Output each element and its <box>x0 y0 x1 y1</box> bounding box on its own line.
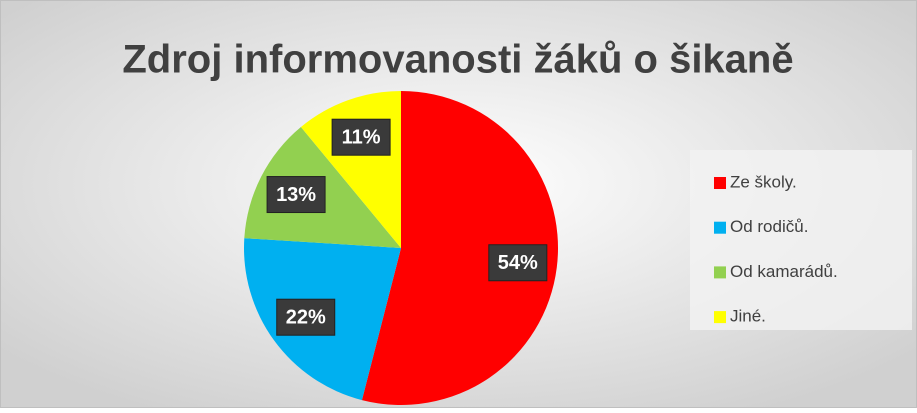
data-label-box <box>266 176 326 214</box>
legend-label: Od rodičů. <box>730 217 808 236</box>
data-label: 11% <box>342 126 381 148</box>
legend-swatch <box>714 177 726 189</box>
data-label: 54% <box>498 252 538 274</box>
data-label-box <box>488 244 548 282</box>
legend-swatch <box>714 311 726 324</box>
data-label: 13% <box>276 184 316 206</box>
data-label-box <box>331 118 391 156</box>
legend-label: Od kamarádů. <box>730 262 838 281</box>
data-label: 22% <box>286 306 326 328</box>
legend-swatch <box>714 266 726 279</box>
chart-title: Zdroj informovanosti žáků o šikaně <box>122 38 793 82</box>
legend-box <box>690 150 912 330</box>
legend-label: Ze školy. <box>730 172 797 191</box>
data-label-box <box>276 298 336 336</box>
legend-label: Jiné. <box>730 307 766 326</box>
pie-slice <box>361 91 558 405</box>
legend-swatch <box>714 221 726 234</box>
